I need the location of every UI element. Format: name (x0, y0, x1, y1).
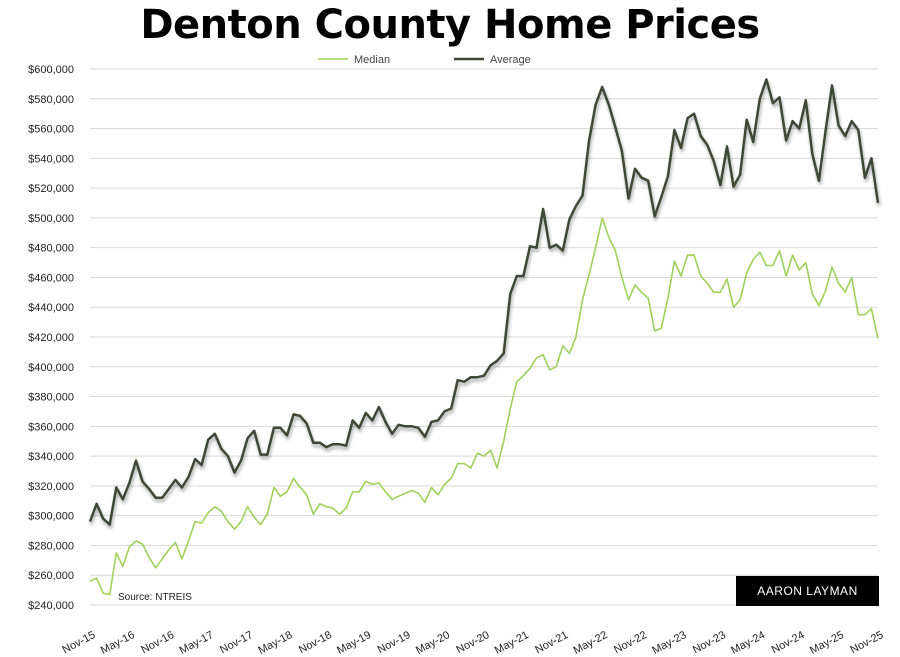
series-line-median (89, 217, 879, 596)
y-tick-label: $560,000 (28, 124, 74, 136)
legend: Median Average (318, 54, 531, 66)
x-tick-label: Nov-16 (139, 629, 176, 656)
x-tick-label: Nov-25 (848, 629, 885, 656)
y-tick-label: $340,000 (28, 451, 74, 463)
y-tick-label: $580,000 (28, 94, 74, 106)
y-tick-label: $500,000 (28, 213, 74, 225)
x-tick-label: Nov-23 (691, 629, 728, 656)
logo: AARON LAYMAN (736, 576, 879, 606)
x-tick-label: May-19 (335, 629, 373, 657)
legend-label-median: Median (354, 54, 390, 66)
x-tick-label: May-20 (414, 629, 452, 657)
x-tick-label: Nov-18 (297, 629, 334, 656)
y-tick-label: $360,000 (28, 421, 74, 433)
y-tick-label: $280,000 (28, 540, 74, 552)
y-tick-label: $540,000 (28, 153, 74, 165)
x-tick-label: May-17 (178, 629, 216, 657)
x-tick-label: May-16 (99, 629, 137, 657)
x-tick-label: Nov-20 (454, 629, 491, 656)
y-tick-label: $300,000 (28, 511, 74, 523)
x-tick-label: Nov-19 (376, 629, 413, 656)
x-tick-label: May-21 (493, 629, 531, 657)
y-tick-label: $380,000 (28, 392, 74, 404)
x-tick-label: May-18 (256, 629, 294, 657)
x-tick-label: May-22 (572, 629, 610, 657)
y-tick-label: $400,000 (28, 362, 74, 374)
x-tick-label: May-24 (729, 629, 767, 657)
y-tick-label: $520,000 (28, 183, 74, 195)
y-tick-label: $460,000 (28, 272, 74, 284)
x-tick-label: Nov-22 (612, 629, 649, 656)
y-tick-label: $240,000 (28, 600, 74, 612)
y-tick-label: $320,000 (28, 481, 74, 493)
x-tick-label: Nov-24 (770, 629, 807, 656)
y-tick-label: $480,000 (28, 243, 74, 255)
y-tick-label: $600,000 (28, 64, 74, 76)
x-tick-label: May-25 (808, 629, 846, 657)
x-tick-label: Nov-17 (218, 629, 255, 656)
y-tick-label: $420,000 (28, 332, 74, 344)
legend-label-average: Average (490, 54, 531, 66)
chart-title: Denton County Home Prices (140, 2, 760, 48)
series-line-average (88, 78, 880, 526)
source-note: Source: NTREIS (118, 592, 192, 603)
y-tick-label: $440,000 (28, 302, 74, 314)
x-tick-label: Nov-21 (533, 629, 570, 656)
x-tick-label: May-23 (650, 629, 688, 657)
y-tick-label: $260,000 (28, 570, 74, 582)
x-tick-label: Nov-15 (60, 629, 97, 656)
